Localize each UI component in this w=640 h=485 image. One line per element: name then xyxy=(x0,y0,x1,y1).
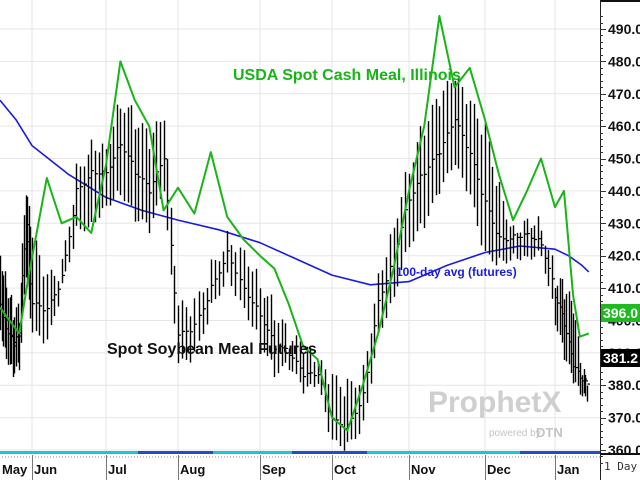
futures-last-value: 381.2 xyxy=(603,350,638,366)
x-tick-label-jan: Jan xyxy=(557,462,579,477)
annotation-cash-meal: USDA Spot Cash Meal, Illinois xyxy=(233,67,461,84)
y-tick-label: 370.0 xyxy=(608,410,640,426)
time-range-segment[interactable] xyxy=(292,451,367,454)
x-tick-label-may: May xyxy=(2,462,28,477)
x-tick-label-nov: Nov xyxy=(411,462,436,477)
x-tick-label-dec: Dec xyxy=(487,462,511,477)
time-range-segment[interactable] xyxy=(213,451,292,454)
y-tick-label: 440.0 xyxy=(608,183,640,199)
moving-average-line xyxy=(0,99,590,286)
time-range-segment[interactable] xyxy=(367,451,520,454)
time-range-segment[interactable] xyxy=(138,451,213,454)
futures-ohlc-bars xyxy=(0,78,590,451)
x-tick-label-jul: Jul xyxy=(108,462,127,477)
prophetx-watermark: ProphetX powered by DTN xyxy=(428,386,563,440)
cash-last-value-tag xyxy=(601,304,640,322)
y-tick-label: 380.0 xyxy=(608,377,640,393)
time-range-segment[interactable] xyxy=(0,451,138,454)
gridlines xyxy=(0,0,600,452)
watermark-powered-by: powered by xyxy=(489,428,541,439)
y-axis-panel xyxy=(600,0,640,480)
y-tick-label: 480.0 xyxy=(608,53,640,69)
y-tick-label: 490.0 xyxy=(608,21,640,37)
annotation-100day-avg: 100-day avg (futures) xyxy=(396,265,517,279)
y-tick-label: 460.0 xyxy=(608,118,640,134)
x-axis: May Jun Jul Aug Sep Oct Nov Dec Jan xyxy=(2,455,579,480)
annotations: USDA Spot Cash Meal, Illinois Spot Soybe… xyxy=(107,67,517,358)
watermark-dtn: DTN xyxy=(536,425,563,440)
y-tick-label: 360.0 xyxy=(608,442,640,458)
y-tick-label: 430.0 xyxy=(608,215,640,231)
y-tick-label: 450.0 xyxy=(608,151,640,167)
y-axis-top-border xyxy=(600,0,640,2)
time-range-segment[interactable] xyxy=(520,451,600,454)
time-range-strip[interactable] xyxy=(0,451,600,480)
cash-meal-line xyxy=(0,15,590,432)
interval-selector[interactable]: 1 Day xyxy=(604,460,637,473)
cash-meal-path xyxy=(0,15,590,432)
x-tick-label-oct: Oct xyxy=(334,462,356,477)
x-tick-label-jun: Jun xyxy=(34,462,57,477)
y-tick-label: 470.0 xyxy=(608,86,640,102)
x-tick-label-sep: Sep xyxy=(262,462,286,477)
cash-last-value: 396.0 xyxy=(603,305,638,321)
last-value-tags: 396.0 381.2 xyxy=(601,304,640,367)
y-tick-label: 420.0 xyxy=(608,248,640,264)
futures-last-value-tag xyxy=(601,349,640,367)
y-tick-label: 410.0 xyxy=(608,280,640,296)
x-tick-label-aug: Aug xyxy=(180,462,205,477)
moving-average-path xyxy=(0,99,590,286)
annotation-futures: Spot Soybean Meal Futures xyxy=(107,341,317,358)
watermark-brand: ProphetX xyxy=(428,386,561,419)
